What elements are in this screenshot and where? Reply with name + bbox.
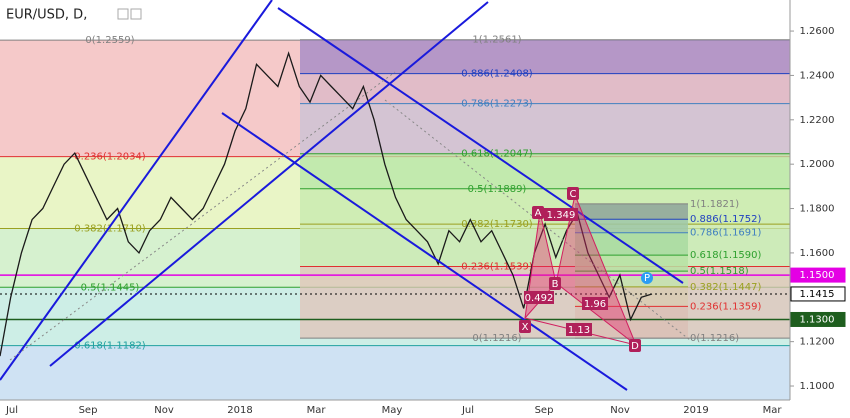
- x-tick-label: Mar: [763, 405, 783, 416]
- ratio-box: [524, 291, 554, 304]
- point-label: C: [570, 189, 577, 200]
- fib-label: 0.618(1.1590): [690, 250, 762, 261]
- axis-bg: [790, 0, 850, 400]
- harmonic-pattern: X A B C D P 1.349 0.492 1.96 1.13: [519, 187, 653, 352]
- x-tick-label: Sep: [79, 405, 98, 416]
- fib-bands: 0(1.2559) 0.236(1.2034) 0.382(1.1710) 0.5(1…: [0, 35, 790, 400]
- fib-label: 0.236(1.1539): [461, 261, 533, 272]
- fib-label: 1(1.2561): [472, 35, 521, 46]
- ratio-box: [582, 297, 608, 310]
- point-box: [549, 277, 561, 290]
- y-tick-label: 1.2600: [800, 26, 835, 37]
- ratio-box: [544, 208, 578, 221]
- y-tick-label: 1.1200: [800, 337, 835, 348]
- fib-label: 0.618(1.2047): [461, 149, 533, 160]
- x-tick-label: Nov: [610, 405, 630, 416]
- fib-band: [300, 224, 790, 267]
- fib-band: [575, 232, 688, 256]
- price-marker-label: 1.1415: [800, 289, 835, 300]
- icon[interactable]: [117, 8, 129, 20]
- y-tick-label: 1.1000: [800, 381, 835, 392]
- x-tick-label: May: [382, 405, 403, 416]
- point-box: [629, 339, 641, 352]
- fib-label: 0.382(1.1730): [461, 219, 533, 230]
- fib-label: 0.236(1.2034): [74, 152, 146, 163]
- ratio-box: [566, 323, 592, 336]
- ratio-label: 1.96: [584, 299, 606, 310]
- x-tick-label: Sep: [535, 405, 554, 416]
- trend-dotted: [9, 71, 691, 361]
- price-marker-box: [790, 286, 846, 302]
- fib-label: 0.886(1.1752): [690, 214, 762, 225]
- y-tick-label: 1.2000: [800, 159, 835, 170]
- y-tick-label: 1.1600: [800, 248, 835, 259]
- point-label: P: [644, 273, 650, 284]
- y-tick-label: 1.2400: [800, 70, 835, 81]
- fib-label: 0.786(1.1691): [690, 228, 762, 239]
- icon[interactable]: [130, 8, 142, 20]
- point-circle: [641, 272, 653, 284]
- channel-line: [49, 1, 489, 367]
- point-label: A: [535, 208, 542, 219]
- fib-band: [300, 103, 790, 154]
- fib-band: [0, 345, 790, 400]
- point-box: [567, 187, 579, 200]
- x-tick-label: 2018: [227, 405, 252, 416]
- fib-label: 0.382(1.1710): [74, 224, 146, 235]
- ratio-label: 1.349: [547, 210, 576, 221]
- fib-label: 1(1.1821): [690, 199, 739, 210]
- fib-label: 0(1.2559): [85, 35, 134, 46]
- point-box: [519, 320, 531, 333]
- fib-label: 0.5(1.1889): [468, 184, 527, 195]
- point-box: [532, 206, 544, 219]
- fib-label: 0.236(1.1359): [690, 301, 762, 312]
- fib-label: 0.886(1.2408): [461, 69, 533, 80]
- chart-title: EUR/USD, D,: [6, 8, 87, 23]
- fib-label: 0.5(1.1445): [81, 282, 140, 293]
- x-tick-label: 2019: [683, 405, 708, 416]
- point-label: B: [552, 279, 559, 290]
- fib-label: 0.5(1.1518): [690, 266, 749, 277]
- fib-band: [300, 39, 790, 74]
- channel-lines: [0, 0, 684, 391]
- point-label: D: [631, 341, 639, 352]
- title-bg: [0, 4, 112, 26]
- price-marker-box: [790, 267, 846, 283]
- fib-band: [300, 153, 790, 189]
- pattern-triangle: [555, 193, 638, 347]
- x-tick-label: Mar: [307, 405, 327, 416]
- channel-line: [277, 7, 684, 284]
- fib-label: 0.786(1.2273): [461, 99, 533, 110]
- dotted-line: [9, 71, 396, 361]
- point-label: X: [522, 322, 529, 333]
- ratio-label: 1.13: [568, 325, 590, 336]
- ratio-label: 0.492: [525, 293, 554, 304]
- x-tick-label: Jul: [461, 405, 474, 416]
- channel-line: [0, 0, 273, 381]
- y-tick-label: 1.1800: [800, 204, 835, 215]
- channel-line: [221, 112, 628, 391]
- fib-band: [575, 203, 688, 220]
- fib-label: 0.382(1.1447): [690, 282, 762, 293]
- price-marker-label: 1.1500: [800, 270, 835, 281]
- y-tick-label: 1.2200: [800, 115, 835, 126]
- fib-label: 0.618(1.1182): [74, 341, 146, 352]
- price-marker-label: 1.1300: [800, 314, 835, 325]
- fib-label: 0(1.1216): [472, 333, 521, 344]
- fib-label: 0(1.1216): [690, 333, 739, 344]
- x-tick-label: Jul: [5, 405, 18, 416]
- x-tick-label: Nov: [154, 405, 174, 416]
- price-marker-box: [790, 311, 846, 327]
- fib-band: [300, 73, 790, 104]
- axis-bg: [0, 400, 850, 418]
